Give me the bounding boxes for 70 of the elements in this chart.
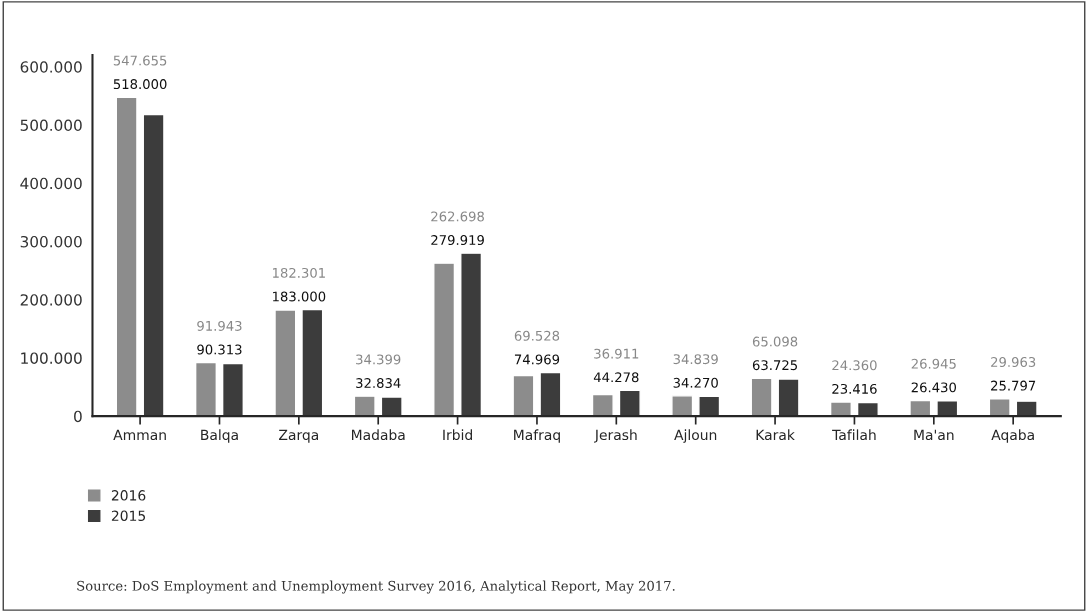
bar <box>539 371 562 417</box>
data-label: 36.911 <box>594 348 639 359</box>
x-tick-label: Madaba <box>352 429 405 441</box>
data-label: 44.278 <box>593 372 639 383</box>
data-label: 183.000 <box>273 291 326 302</box>
bar <box>829 401 852 417</box>
bar <box>512 374 535 417</box>
data-label: 262.698 <box>431 211 484 222</box>
x-tick-label: Aqaba <box>991 429 1034 443</box>
data-label: 74.969 <box>514 354 560 365</box>
bar <box>1015 400 1038 417</box>
y-tick-label: 600.000 <box>20 61 82 73</box>
bar <box>353 395 376 417</box>
bar <box>274 309 297 417</box>
x-tick-label: Ma'an <box>914 429 954 441</box>
x-tick-label: Ajloun <box>674 429 717 443</box>
bar <box>194 361 217 417</box>
x-tick-label: Amman <box>113 429 166 441</box>
data-label: 26.945 <box>911 358 956 369</box>
data-label: 65.098 <box>752 336 798 347</box>
x-tick-label: Karak <box>756 429 795 441</box>
y-tick-label: 500.000 <box>20 119 82 131</box>
bar <box>301 308 324 417</box>
y-tick-label: 0 <box>74 410 82 423</box>
data-label: 63.725 <box>752 360 797 371</box>
x-tick-label: Balqa <box>201 429 238 443</box>
bar <box>380 396 403 417</box>
bar <box>221 362 244 417</box>
x-tick-label: Mafraq <box>514 429 560 443</box>
data-label: 34.270 <box>673 377 718 388</box>
data-label: 34.839 <box>673 354 718 365</box>
bar <box>671 395 694 417</box>
bar <box>777 378 800 417</box>
data-label: 23.416 <box>832 383 877 394</box>
x-tick-label: Jerash <box>594 429 637 443</box>
bar <box>988 398 1011 417</box>
x-tick-label: Irbid <box>443 429 472 441</box>
data-label: 547.655 <box>113 55 167 66</box>
data-label: 69.528 <box>514 330 560 341</box>
data-label: 91.943 <box>197 320 242 331</box>
data-label: 518.000 <box>113 79 167 90</box>
x-tick-label: Zarqa <box>279 429 318 443</box>
y-tick-label: 200.000 <box>20 294 82 306</box>
bar <box>591 393 614 417</box>
data-label: 182.301 <box>273 267 325 278</box>
data-label: 34.399 <box>356 354 401 365</box>
bar <box>115 96 138 417</box>
bar <box>909 399 932 417</box>
x-tick-label: Tafilah <box>832 429 876 441</box>
data-label: 25.797 <box>991 380 1036 391</box>
legend-label: 2015 <box>111 510 146 521</box>
bar <box>936 400 959 417</box>
bar <box>698 395 721 417</box>
bar <box>460 252 483 417</box>
bar <box>618 389 641 417</box>
data-label: 279.919 <box>431 235 484 246</box>
y-tick-label: 400.000 <box>20 177 82 190</box>
legend-label: 2016 <box>111 490 146 501</box>
source-note: Source: DoS Employment and Unemployment Survey 2016, Analytical Report, May 2017. <box>77 580 675 594</box>
data-label: 90.313 <box>197 344 242 355</box>
data-label: 32.834 <box>356 378 401 389</box>
data-label: 29.963 <box>991 357 1036 367</box>
bar <box>433 262 456 417</box>
bar <box>856 401 879 417</box>
y-tick-label: 300.000 <box>20 235 82 248</box>
y-tick-label: 100.000 <box>21 352 82 364</box>
bar <box>142 113 165 417</box>
data-label: 26.430 <box>911 382 957 393</box>
bar <box>750 377 773 417</box>
data-label: 24.360 <box>832 360 877 371</box>
